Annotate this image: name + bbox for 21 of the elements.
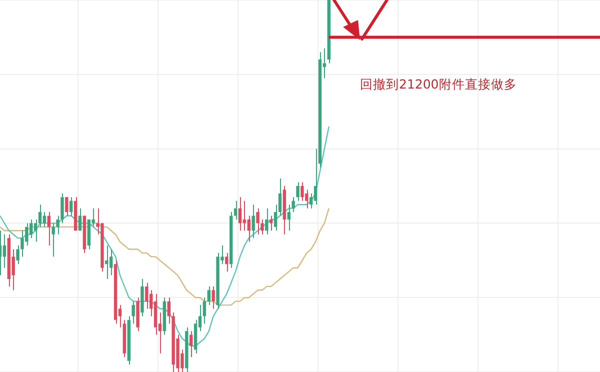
candlestick bbox=[212, 286, 215, 310]
candlestick bbox=[70, 196, 73, 216]
candlestick bbox=[238, 196, 242, 232]
candlestick bbox=[145, 282, 148, 310]
annotation: 回撤到21200附件直接做多 bbox=[360, 76, 517, 92]
candlestick bbox=[202, 297, 206, 324]
candlestick bbox=[234, 200, 238, 220]
candlestick bbox=[265, 208, 268, 235]
candlestick bbox=[225, 252, 228, 272]
candlestick bbox=[252, 204, 255, 239]
candlestick bbox=[207, 286, 210, 306]
candlestick bbox=[78, 208, 82, 232]
candlestick bbox=[47, 212, 50, 246]
candlestick bbox=[132, 300, 135, 324]
candlestick bbox=[190, 330, 193, 358]
candlestick bbox=[2, 234, 6, 268]
candlestick bbox=[247, 215, 250, 242]
candlestick bbox=[105, 245, 108, 280]
candlestick bbox=[296, 182, 300, 202]
candlestick bbox=[52, 222, 55, 258]
candlestick bbox=[65, 196, 68, 216]
